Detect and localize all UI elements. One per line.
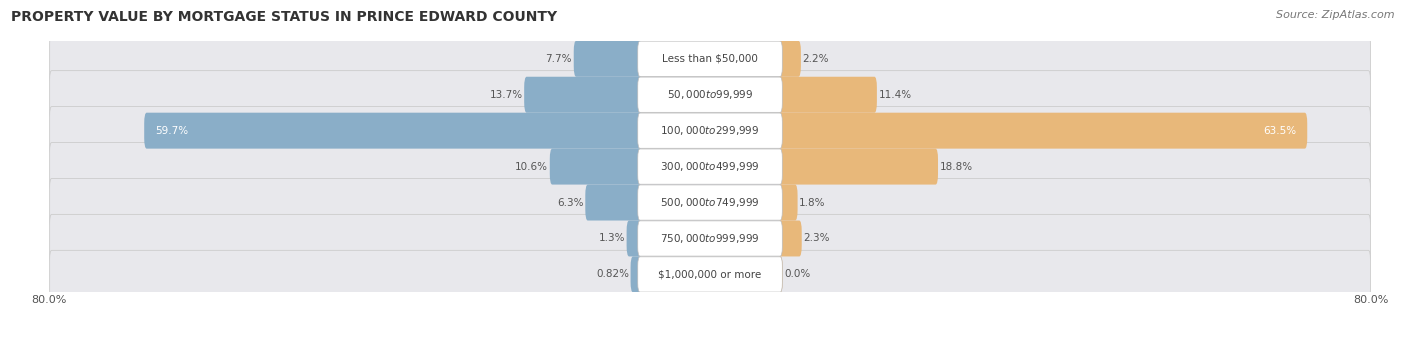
FancyBboxPatch shape [145, 113, 643, 149]
FancyBboxPatch shape [638, 77, 782, 112]
FancyBboxPatch shape [778, 41, 801, 77]
Text: 0.82%: 0.82% [596, 269, 628, 279]
FancyBboxPatch shape [638, 221, 782, 256]
Text: 0.0%: 0.0% [785, 269, 811, 279]
Text: $500,000 to $749,999: $500,000 to $749,999 [661, 196, 759, 209]
FancyBboxPatch shape [778, 77, 877, 113]
Text: 7.7%: 7.7% [546, 54, 572, 64]
FancyBboxPatch shape [49, 106, 1371, 155]
Text: 11.4%: 11.4% [879, 90, 911, 100]
Text: 63.5%: 63.5% [1264, 126, 1296, 136]
Text: 1.8%: 1.8% [799, 198, 825, 207]
Text: $50,000 to $99,999: $50,000 to $99,999 [666, 88, 754, 101]
FancyBboxPatch shape [49, 142, 1371, 191]
Text: 2.2%: 2.2% [803, 54, 830, 64]
Text: PROPERTY VALUE BY MORTGAGE STATUS IN PRINCE EDWARD COUNTY: PROPERTY VALUE BY MORTGAGE STATUS IN PRI… [11, 10, 557, 24]
Text: $750,000 to $999,999: $750,000 to $999,999 [661, 232, 759, 245]
FancyBboxPatch shape [638, 41, 782, 76]
FancyBboxPatch shape [778, 149, 938, 185]
FancyBboxPatch shape [778, 185, 797, 221]
Text: $1,000,000 or more: $1,000,000 or more [658, 269, 762, 279]
FancyBboxPatch shape [574, 41, 643, 77]
FancyBboxPatch shape [630, 256, 643, 292]
FancyBboxPatch shape [627, 221, 643, 256]
Text: 18.8%: 18.8% [939, 162, 973, 172]
FancyBboxPatch shape [778, 221, 801, 256]
Text: 59.7%: 59.7% [155, 126, 188, 136]
FancyBboxPatch shape [778, 113, 1308, 149]
Text: 6.3%: 6.3% [557, 198, 583, 207]
Text: 13.7%: 13.7% [489, 90, 523, 100]
Text: 10.6%: 10.6% [515, 162, 548, 172]
Legend: Without Mortgage, With Mortgage: Without Mortgage, With Mortgage [588, 338, 832, 340]
FancyBboxPatch shape [778, 256, 783, 292]
FancyBboxPatch shape [638, 185, 782, 220]
Text: 1.3%: 1.3% [599, 234, 624, 243]
Text: $300,000 to $499,999: $300,000 to $499,999 [661, 160, 759, 173]
Text: 2.3%: 2.3% [803, 234, 830, 243]
FancyBboxPatch shape [49, 178, 1371, 227]
FancyBboxPatch shape [550, 149, 643, 185]
FancyBboxPatch shape [524, 77, 643, 113]
FancyBboxPatch shape [638, 257, 782, 292]
FancyBboxPatch shape [49, 215, 1371, 262]
Text: $100,000 to $299,999: $100,000 to $299,999 [661, 124, 759, 137]
FancyBboxPatch shape [585, 185, 643, 221]
FancyBboxPatch shape [638, 149, 782, 184]
FancyBboxPatch shape [638, 113, 782, 148]
Text: Less than $50,000: Less than $50,000 [662, 54, 758, 64]
FancyBboxPatch shape [49, 35, 1371, 83]
FancyBboxPatch shape [49, 250, 1371, 299]
FancyBboxPatch shape [49, 71, 1371, 119]
Text: Source: ZipAtlas.com: Source: ZipAtlas.com [1277, 10, 1395, 20]
